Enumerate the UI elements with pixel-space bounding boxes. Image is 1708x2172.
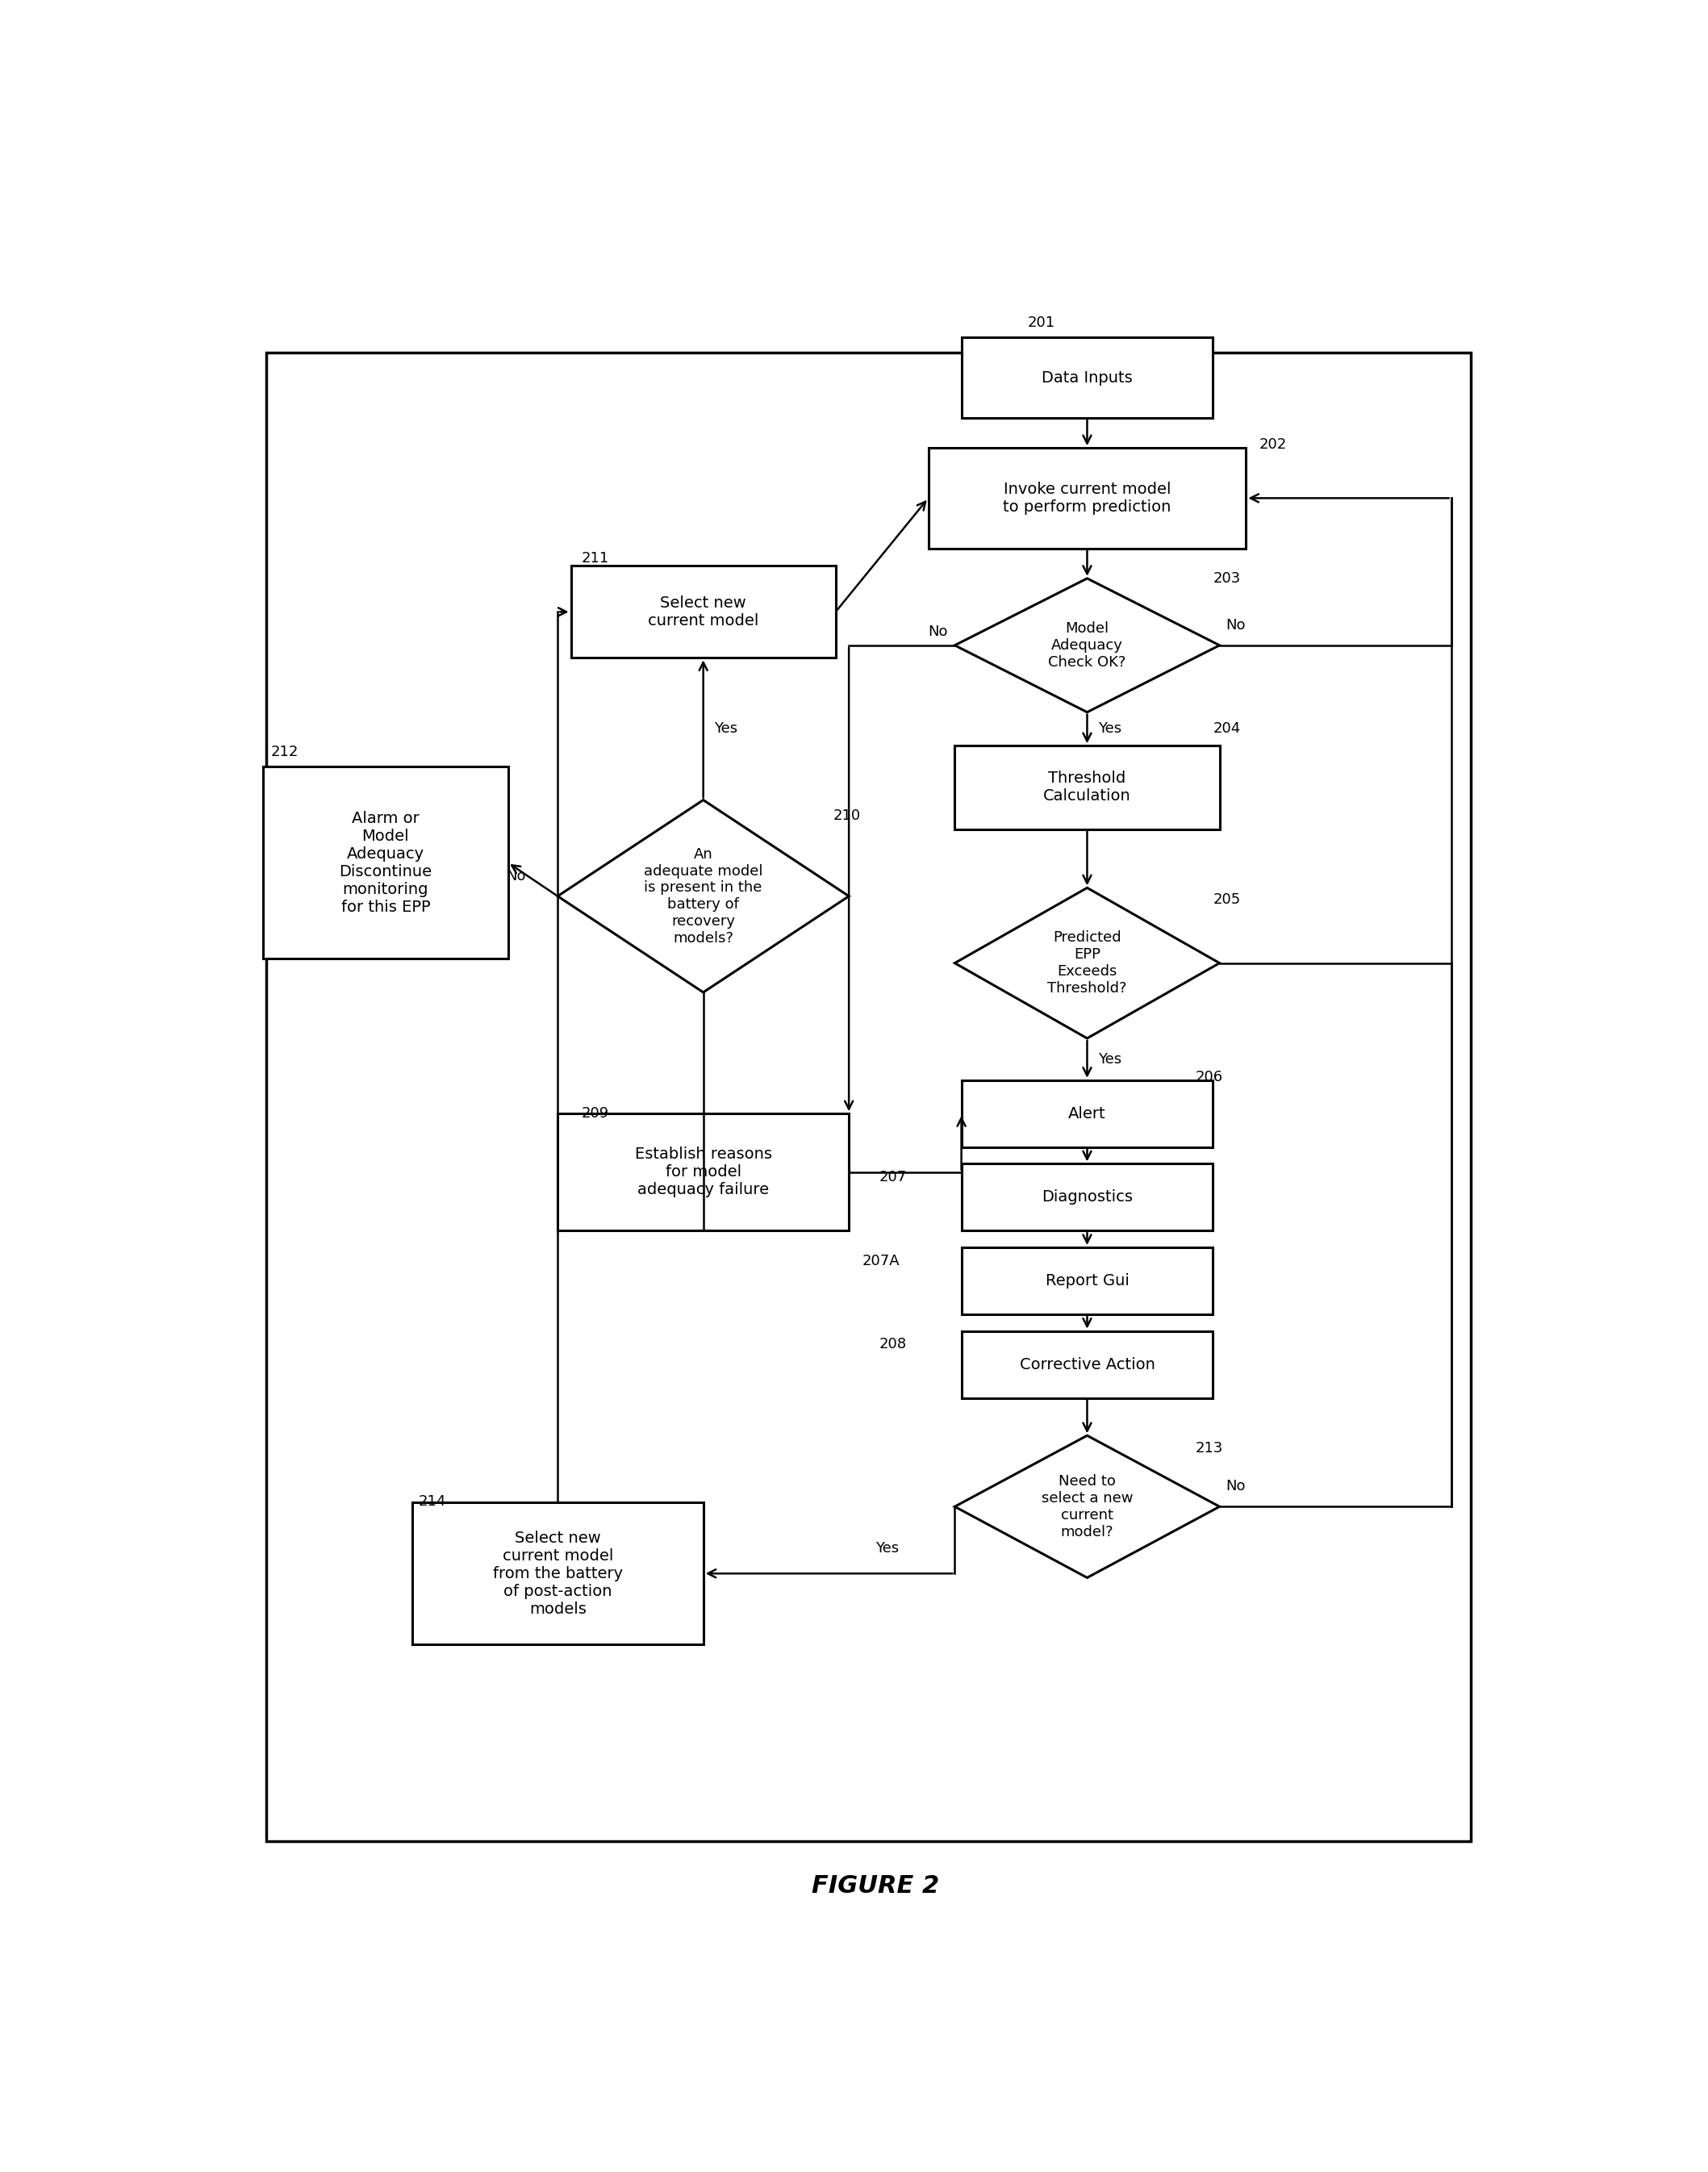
Text: 209: 209 bbox=[581, 1106, 610, 1121]
Polygon shape bbox=[557, 799, 849, 993]
Text: 210: 210 bbox=[834, 808, 861, 823]
Text: An
adequate model
is present in the
battery of
recovery
models?: An adequate model is present in the batt… bbox=[644, 847, 763, 945]
Text: Yes: Yes bbox=[714, 721, 738, 736]
Text: No: No bbox=[1226, 1479, 1245, 1494]
Text: 213: 213 bbox=[1196, 1440, 1223, 1455]
Text: 214: 214 bbox=[418, 1494, 446, 1510]
Text: 212: 212 bbox=[270, 745, 299, 760]
Text: 207A: 207A bbox=[863, 1253, 900, 1268]
Bar bbox=[266, 352, 1471, 1842]
Text: 202: 202 bbox=[1259, 437, 1286, 452]
Text: 211: 211 bbox=[581, 552, 610, 565]
Text: Alarm or
Model
Adequacy
Discontinue
monitoring
for this EPP: Alarm or Model Adequacy Discontinue moni… bbox=[340, 810, 432, 914]
Polygon shape bbox=[955, 1436, 1220, 1577]
Bar bbox=[570, 567, 835, 658]
Text: Need to
select a new
current
model?: Need to select a new current model? bbox=[1042, 1475, 1132, 1540]
Bar bbox=[962, 1331, 1213, 1399]
Text: Predicted
EPP
Exceeds
Threshold?: Predicted EPP Exceeds Threshold? bbox=[1047, 930, 1127, 995]
Bar bbox=[962, 1164, 1213, 1232]
Text: 203: 203 bbox=[1213, 571, 1240, 586]
Bar bbox=[955, 745, 1220, 830]
Text: Establish reasons
for model
adequacy failure: Establish reasons for model adequacy fai… bbox=[635, 1147, 772, 1197]
Text: Model
Adequacy
Check OK?: Model Adequacy Check OK? bbox=[1049, 621, 1126, 669]
Text: Report Gui: Report Gui bbox=[1045, 1273, 1129, 1288]
Bar bbox=[929, 447, 1247, 547]
Text: 207: 207 bbox=[880, 1171, 907, 1184]
Bar bbox=[263, 767, 507, 958]
Text: Yes: Yes bbox=[1098, 1051, 1120, 1066]
Text: Diagnostics: Diagnostics bbox=[1042, 1190, 1132, 1205]
Text: No: No bbox=[506, 869, 526, 884]
Text: 204: 204 bbox=[1213, 721, 1240, 736]
Bar bbox=[962, 1247, 1213, 1314]
Text: 208: 208 bbox=[880, 1338, 907, 1351]
Text: Yes: Yes bbox=[1098, 721, 1120, 736]
Text: FIGURE 2: FIGURE 2 bbox=[811, 1874, 939, 1898]
Bar bbox=[412, 1503, 704, 1644]
Text: Corrective Action: Corrective Action bbox=[1020, 1358, 1155, 1373]
Text: Invoke current model
to perform prediction: Invoke current model to perform predicti… bbox=[1003, 482, 1172, 515]
Text: 206: 206 bbox=[1196, 1069, 1223, 1084]
Text: 201: 201 bbox=[1028, 315, 1056, 330]
Bar bbox=[962, 1079, 1213, 1147]
Text: Select new
current model: Select new current model bbox=[647, 595, 758, 628]
Text: Data Inputs: Data Inputs bbox=[1042, 369, 1132, 384]
Text: Select new
current model
from the battery
of post-action
models: Select new current model from the batter… bbox=[492, 1531, 623, 1616]
Text: Yes: Yes bbox=[876, 1542, 898, 1555]
Text: No: No bbox=[929, 626, 948, 639]
Polygon shape bbox=[955, 578, 1220, 712]
Text: Alert: Alert bbox=[1068, 1106, 1107, 1121]
Bar bbox=[557, 1114, 849, 1232]
Text: Threshold
Calculation: Threshold Calculation bbox=[1044, 771, 1131, 804]
Bar bbox=[962, 337, 1213, 417]
Polygon shape bbox=[955, 888, 1220, 1038]
Text: No: No bbox=[1226, 619, 1245, 632]
Text: 205: 205 bbox=[1213, 893, 1240, 906]
